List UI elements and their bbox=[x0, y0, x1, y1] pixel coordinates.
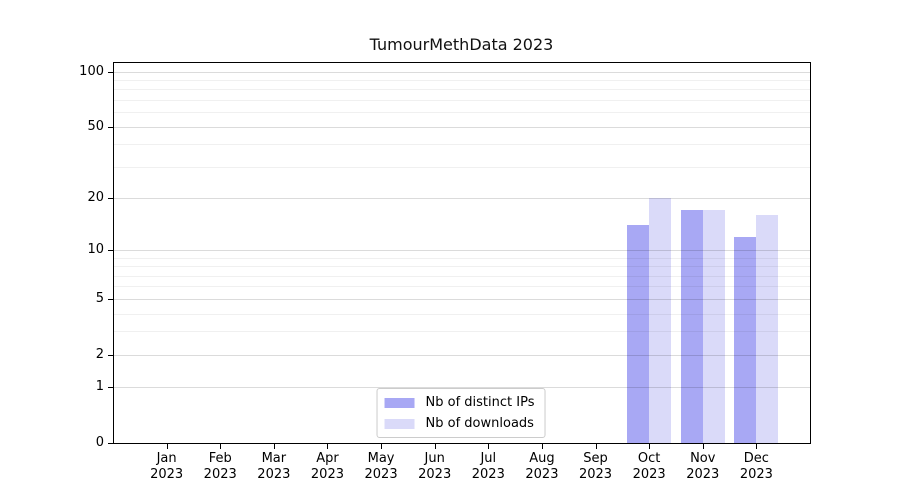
y-axis-tick bbox=[108, 354, 113, 356]
x-tick-month: Nov bbox=[690, 451, 716, 466]
x-tick-month: Mar bbox=[261, 451, 287, 466]
x-axis-tick-label: Nov 2023 bbox=[671, 451, 735, 483]
x-axis-tick bbox=[327, 444, 329, 449]
x-axis-tick-label: Feb 2023 bbox=[188, 451, 252, 483]
x-tick-month: Oct bbox=[637, 451, 661, 466]
gridline-major bbox=[114, 298, 810, 300]
gridline-major bbox=[114, 250, 810, 252]
x-tick-year: 2023 bbox=[150, 467, 184, 482]
x-axis-tick-label: Oct 2023 bbox=[617, 451, 681, 483]
x-axis-tick-label: Aug 2023 bbox=[510, 451, 574, 483]
x-axis-tick-label: Mar 2023 bbox=[242, 451, 306, 483]
y-axis-tick bbox=[108, 250, 113, 252]
legend-label: Nb of distinct IPs bbox=[425, 395, 535, 410]
x-axis-tick bbox=[273, 444, 275, 449]
gridline-minor bbox=[114, 100, 810, 102]
x-axis-tick bbox=[702, 444, 704, 449]
gridline-major bbox=[114, 354, 810, 356]
chart-title: TumourMethData 2023 bbox=[369, 35, 554, 54]
gridline-minor bbox=[114, 257, 810, 259]
x-axis-tick bbox=[595, 444, 597, 449]
x-axis-tick bbox=[649, 444, 651, 449]
y-axis-tick-label: 50 bbox=[87, 118, 104, 134]
legend-swatch-nb-of-downloads bbox=[384, 418, 415, 429]
bar-nb-of-downloads bbox=[649, 198, 672, 443]
legend-item: Nb of downloads bbox=[384, 416, 535, 431]
x-axis-tick bbox=[541, 444, 543, 449]
legend-swatch-nb-of-distinct-ips bbox=[384, 397, 415, 408]
gridline-minor bbox=[114, 286, 810, 288]
x-tick-year: 2023 bbox=[257, 467, 291, 482]
gridline-minor bbox=[114, 331, 810, 333]
y-axis-tick-label: 1 bbox=[95, 379, 104, 395]
x-tick-month: Sep bbox=[583, 451, 608, 466]
x-axis-tick-label: May 2023 bbox=[349, 451, 413, 483]
y-axis-tick-label: 100 bbox=[79, 63, 104, 79]
x-tick-month: May bbox=[367, 451, 395, 466]
x-tick-month: Dec bbox=[743, 451, 769, 466]
x-tick-year: 2023 bbox=[418, 467, 452, 482]
legend-item: Nb of distinct IPs bbox=[384, 395, 535, 410]
x-axis-tick bbox=[220, 444, 222, 449]
y-axis-tick bbox=[108, 126, 113, 128]
x-tick-year: 2023 bbox=[471, 467, 505, 482]
gridline-major bbox=[114, 387, 810, 389]
bar-nb-of-distinct-ips bbox=[734, 236, 757, 443]
x-tick-year: 2023 bbox=[364, 467, 398, 482]
x-tick-year: 2023 bbox=[686, 467, 720, 482]
y-axis-tick-label: 20 bbox=[87, 190, 104, 206]
x-axis-tick bbox=[381, 444, 383, 449]
gridline-minor bbox=[114, 166, 810, 168]
y-axis-tick-label: 10 bbox=[87, 242, 104, 258]
x-tick-year: 2023 bbox=[525, 467, 559, 482]
x-axis-tick-label: Jan 2023 bbox=[135, 451, 199, 483]
x-tick-year: 2023 bbox=[739, 467, 773, 482]
x-tick-year: 2023 bbox=[310, 467, 344, 482]
x-axis-tick-label: Dec 2023 bbox=[724, 451, 788, 483]
y-axis-tick bbox=[108, 71, 113, 73]
y-axis-tick bbox=[108, 443, 113, 444]
x-axis-tick-label: Sep 2023 bbox=[564, 451, 628, 483]
x-axis-tick bbox=[488, 444, 490, 449]
x-axis-tick bbox=[756, 444, 758, 449]
x-tick-year: 2023 bbox=[632, 467, 666, 482]
y-axis-tick bbox=[108, 387, 113, 389]
bar-nb-of-downloads bbox=[756, 215, 779, 443]
x-axis-tick-label: Jun 2023 bbox=[403, 451, 467, 483]
x-tick-month: Feb bbox=[208, 451, 232, 466]
y-axis-tick-label: 0 bbox=[95, 435, 104, 450]
x-axis-tick-label: Jul 2023 bbox=[456, 451, 520, 483]
y-axis-tick bbox=[108, 298, 113, 300]
x-tick-year: 2023 bbox=[578, 467, 613, 482]
gridline-minor bbox=[114, 112, 810, 114]
legend: Nb of distinct IPs Nb of downloads bbox=[376, 388, 546, 438]
x-tick-month: Jul bbox=[480, 451, 497, 466]
bar-nb-of-distinct-ips bbox=[627, 225, 650, 443]
gridline-minor bbox=[114, 80, 810, 82]
y-axis-tick bbox=[108, 198, 113, 200]
gridline-minor bbox=[114, 313, 810, 315]
gridline-major bbox=[114, 71, 810, 73]
bar-nb-of-downloads bbox=[702, 210, 725, 443]
x-tick-year: 2023 bbox=[203, 467, 237, 482]
legend-label: Nb of downloads bbox=[425, 416, 534, 431]
x-tick-month: Aug bbox=[529, 451, 555, 466]
x-axis-tick bbox=[434, 444, 436, 449]
gridline-minor bbox=[114, 275, 810, 277]
x-tick-month: Apr bbox=[316, 451, 339, 466]
gridline-minor bbox=[114, 144, 810, 146]
y-axis-tick-label: 5 bbox=[95, 290, 104, 306]
x-tick-month: Jan bbox=[156, 451, 177, 466]
gridline-major bbox=[114, 198, 810, 200]
x-tick-month: Jun bbox=[424, 451, 445, 466]
gridline-major bbox=[114, 126, 810, 128]
gridline-minor bbox=[114, 89, 810, 91]
y-axis-tick-label: 2 bbox=[95, 346, 104, 362]
gridline-minor bbox=[114, 266, 810, 268]
x-axis-tick-label: Apr 2023 bbox=[295, 451, 359, 483]
bar-nb-of-distinct-ips bbox=[680, 210, 703, 443]
x-axis-tick bbox=[166, 444, 168, 449]
